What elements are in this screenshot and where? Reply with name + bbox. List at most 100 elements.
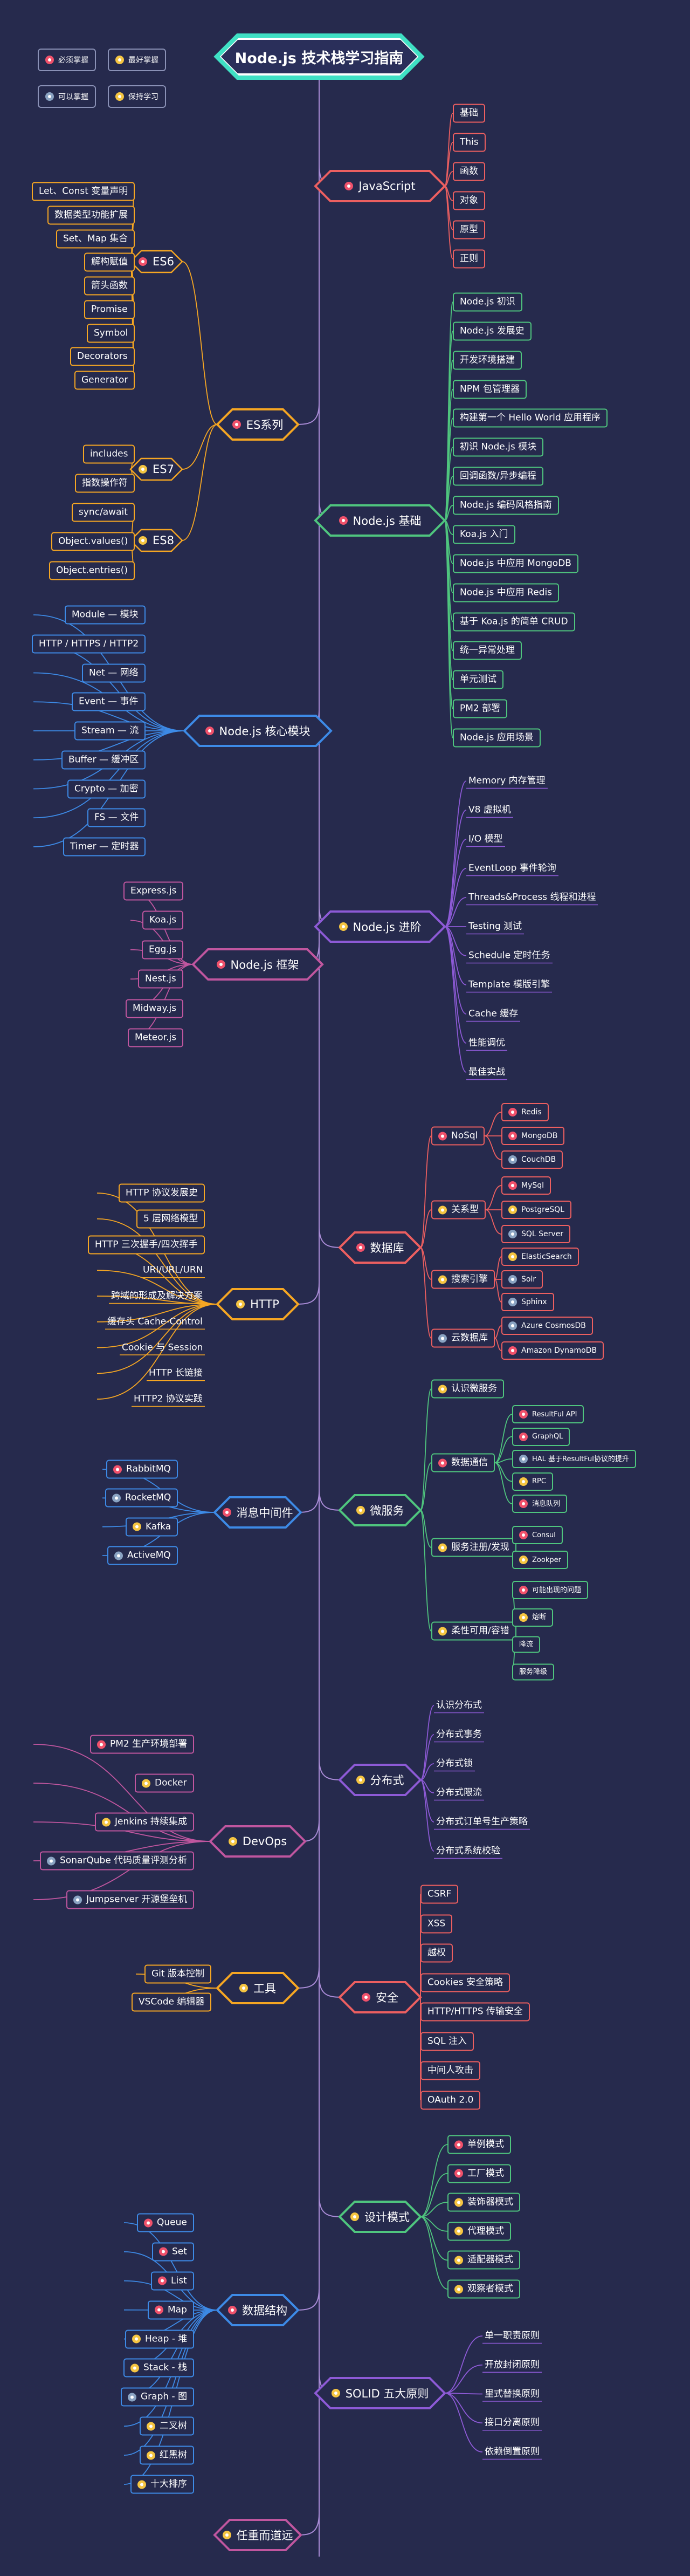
topic-label: Solr <box>521 1275 536 1284</box>
branch-last: 任重而道远 <box>213 2519 302 2551</box>
topic-item: Node.js 中应用 MongoDB <box>453 554 578 573</box>
topic-label: 工厂模式 <box>467 2168 504 2179</box>
topic-item: Express.js <box>123 881 184 901</box>
topic-label: HTTP2 协议实践 <box>134 1393 203 1405</box>
topic-label: Amazon DynamoDB <box>521 1346 597 1355</box>
best-dot-icon <box>222 2531 231 2539</box>
must-dot-icon <box>508 1132 517 1140</box>
topic-label: Kafka <box>146 1521 171 1532</box>
es-sub-es7-label: ES7 <box>153 463 174 476</box>
topic-label: Egg.js <box>149 944 177 955</box>
topic-item: URI/URL/URN <box>141 1263 205 1278</box>
topic-item: This <box>453 133 486 152</box>
topic-label: Git 版本控制 <box>151 1968 204 1979</box>
topic-label: 可能出现的问题 <box>532 1586 582 1594</box>
branch-security: 安全 <box>338 1981 422 2013</box>
must-dot-icon <box>519 1531 528 1539</box>
branch-framework: Node.js 框架 <box>191 948 324 981</box>
must-dot-icon <box>519 1432 528 1441</box>
topic-item: Cache 缓存 <box>466 1006 520 1022</box>
topic-label: I/O 模型 <box>468 833 503 845</box>
topic-label: Object.values() <box>58 536 128 547</box>
branch-solid: SOLID 五大原则 <box>314 2377 446 2409</box>
topic-item: 代理模式 <box>447 2222 511 2241</box>
must-dot-icon <box>438 1458 447 1467</box>
topic-label: 分布式事务 <box>436 1729 482 1740</box>
topic-item: Map <box>148 2300 194 2320</box>
topic-label: HAL 基于ResultFul协议的提升 <box>532 1455 629 1463</box>
topic-label: Cookie 与 Session <box>122 1342 203 1353</box>
branch-framework-label: Node.js 框架 <box>230 958 299 971</box>
topic-label: Node.js 应用场景 <box>460 732 534 743</box>
best-dot-icon <box>508 1252 517 1261</box>
legend-best-label: 最好掌握 <box>128 56 158 65</box>
branch-mq: 消息中间件 <box>213 1496 302 1529</box>
know-dot-icon <box>519 1455 528 1463</box>
leaf-topic: 消息队列 <box>512 1495 568 1513</box>
topic-item: Module — 模块 <box>65 605 146 625</box>
know-dot-icon <box>128 2393 136 2402</box>
must-dot-icon <box>438 1132 447 1140</box>
topic-item: 装饰器模式 <box>447 2193 520 2212</box>
must-dot-icon <box>113 1465 122 1474</box>
branch-ds-label: 数据结构 <box>242 2304 287 2317</box>
sub-topic: 云数据库 <box>431 1328 495 1348</box>
topic-label: Queue <box>157 2217 187 2228</box>
topic-item: Koa.js <box>142 910 184 930</box>
legend-must-label: 必须掌握 <box>58 56 88 65</box>
best-dot-icon <box>519 1477 528 1486</box>
leaf-topic: Redis <box>501 1103 549 1121</box>
topic-label: Graph - 图 <box>141 2391 188 2402</box>
topic-label: Cache 缓存 <box>468 1008 519 1019</box>
leaf-topic: 熔断 <box>512 1608 554 1627</box>
know-dot-icon <box>114 1551 123 1560</box>
topic-label: Docker <box>155 1777 187 1789</box>
topic-item: EventLoop 事件轮询 <box>466 861 558 876</box>
topic-label: OAuth 2.0 <box>427 2094 474 2106</box>
topic-label: 单例模式 <box>467 2139 504 2150</box>
topic-label: Consul <box>532 1531 556 1539</box>
topic-item: Meteor.js <box>128 1028 184 1047</box>
topic-item: 开放封闭原则 <box>482 2357 542 2373</box>
know-dot-icon <box>508 1155 517 1164</box>
topic-label: 消息队列 <box>532 1499 561 1508</box>
best-dot-icon <box>438 1627 447 1635</box>
topic-item: 单元测试 <box>453 670 503 689</box>
topic-label: 关系型 <box>451 1204 479 1215</box>
page-title: Node.js 技术栈学习指南 <box>213 33 425 80</box>
know-dot-icon <box>508 1298 517 1306</box>
must-dot-icon <box>508 1108 517 1116</box>
best-dot-icon <box>139 465 148 474</box>
best-dot-icon <box>132 2334 141 2344</box>
topic-label: V8 虚拟机 <box>468 804 511 816</box>
must-dot-icon <box>155 2305 163 2314</box>
topic-label: RPC <box>532 1477 546 1485</box>
topic-label: CSRF <box>427 1888 452 1900</box>
legend-know: 可以掌握 <box>38 85 96 108</box>
topic-label: Symbol <box>94 327 128 338</box>
topic-item: List <box>151 2271 194 2291</box>
sub-topic: 数据通信 <box>431 1453 495 1472</box>
topic-item: HTTP 长链接 <box>147 1366 205 1381</box>
topic-label: PM2 生产环境部署 <box>110 1738 188 1750</box>
es-sub-es7: ES7 <box>129 457 183 481</box>
topic-label: 认识微服务 <box>451 1383 497 1394</box>
topic-label: Meteor.js <box>135 1032 177 1043</box>
topic-item: 认识分布式 <box>434 1698 484 1714</box>
topic-label: Module — 模块 <box>72 609 139 620</box>
topic-item: HTTP2 协议实践 <box>132 1392 205 1407</box>
topic-label: 搜索引擎 <box>451 1273 488 1285</box>
branch-http: HTTP <box>216 1288 300 1320</box>
es-item: Set、Map 集合 <box>56 229 135 248</box>
topic-label: FS — 文件 <box>94 812 139 823</box>
topic-label: SQL Server <box>521 1230 564 1238</box>
topic-item: 依赖倒置原则 <box>482 2444 542 2460</box>
topic-label: RocketMQ <box>125 1492 171 1503</box>
branch-mq-label: 消息中间件 <box>236 1506 293 1519</box>
topic-item: HTTP/HTTPS 传输安全 <box>420 2002 530 2022</box>
topic-item: 单例模式 <box>447 2135 511 2154</box>
topic-label: 服务降级 <box>519 1668 548 1676</box>
es-sub-es6-label: ES6 <box>153 255 174 268</box>
branch-design: 设计模式 <box>338 2201 422 2233</box>
topic-label: Event — 事件 <box>79 696 139 707</box>
